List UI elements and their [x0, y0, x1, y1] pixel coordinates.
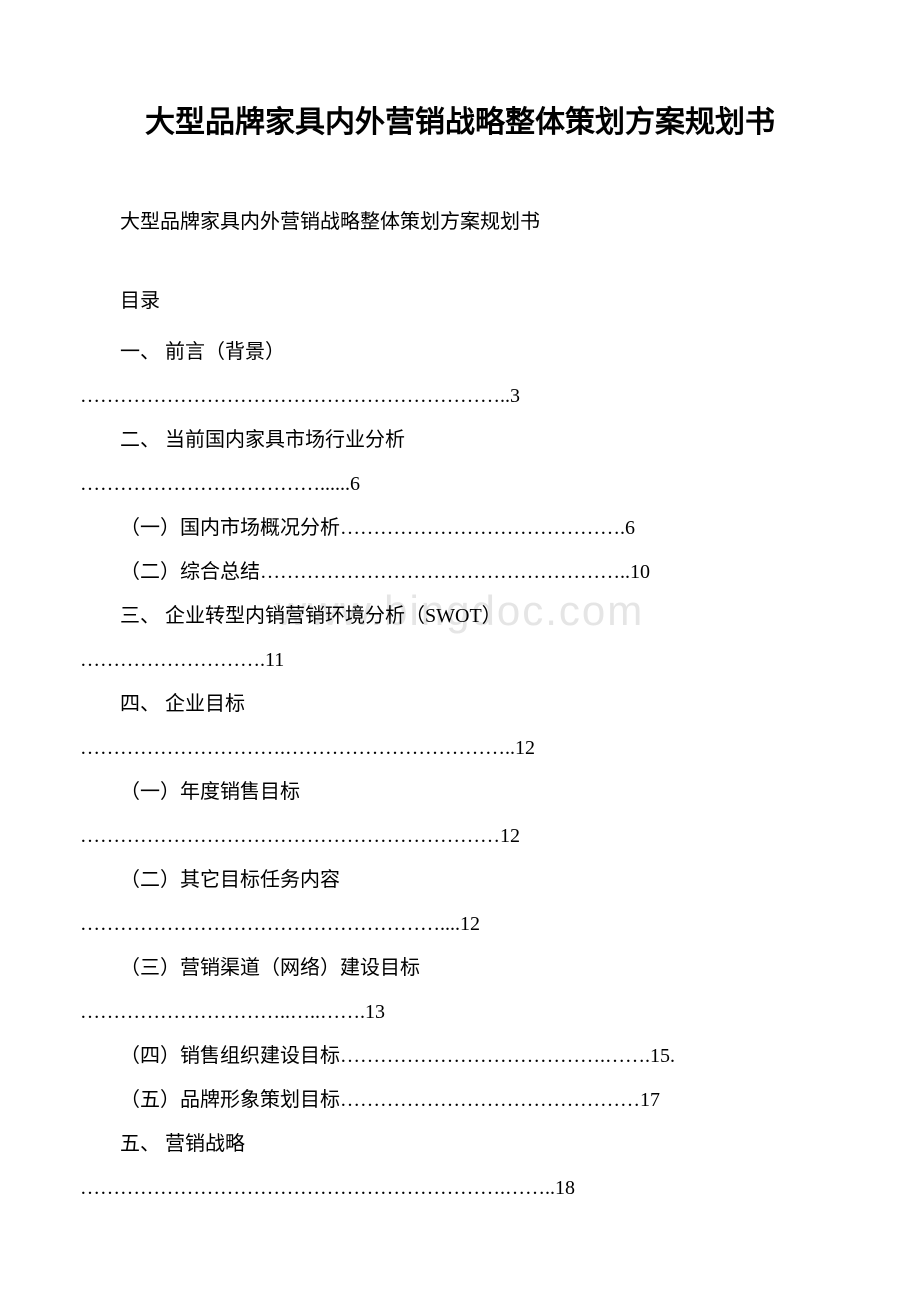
toc-entry-label: （一）国内市场概况分析…………………………………….6	[80, 509, 840, 547]
toc-entry-label: 一、 前言（背景）	[80, 333, 840, 371]
toc-entry-dots: …………………………..…..…….13	[80, 993, 840, 1031]
toc-entry-dots: ………………………………………………………..3	[80, 377, 840, 415]
toc-entry-label: 三、 企业转型内销营销环境分析（SWOT）	[80, 597, 840, 635]
toc-list: 一、 前言（背景） ………………………………………………………..3 二、 当前…	[80, 333, 840, 1207]
toc-entry-label: （一）年度销售目标	[80, 773, 840, 811]
toc-entry-label: （二）综合总结………………………………………………..10	[80, 553, 840, 591]
document-content: 大型品牌家具内外营销战略整体策划方案规划书 大型品牌家具内外营销战略整体策划方案…	[80, 100, 840, 1207]
toc-entry-label: （三）营销渠道（网络）建设目标	[80, 949, 840, 987]
toc-entry-dots: ………………………………......6	[80, 465, 840, 503]
toc-entry-label: 五、 营销战略	[80, 1125, 840, 1163]
toc-entry-dots: ………………………………………………………12	[80, 817, 840, 855]
toc-entry-label: （四）销售组织建设目标………………………………….…….15.	[80, 1037, 840, 1075]
toc-entry-label: 四、 企业目标	[80, 685, 840, 723]
toc-entry-dots: ………………………………………………....12	[80, 905, 840, 943]
toc-header: 目录	[80, 284, 840, 313]
toc-entry-label: 二、 当前国内家具市场行业分析	[80, 421, 840, 459]
toc-entry-label: （二）其它目标任务内容	[80, 861, 840, 899]
toc-entry-dots: ………………………….……………………………..12	[80, 729, 840, 767]
document-subtitle: 大型品牌家具内外营销战略整体策划方案规划书	[80, 205, 840, 234]
toc-entry-label: （五）品牌形象策划目标………………………………………17	[80, 1081, 840, 1119]
toc-entry-dots: ……………………………………………………….……..18	[80, 1169, 840, 1207]
document-title: 大型品牌家具内外营销战略整体策划方案规划书	[80, 100, 840, 145]
toc-entry-dots: ……………………….11	[80, 641, 840, 679]
